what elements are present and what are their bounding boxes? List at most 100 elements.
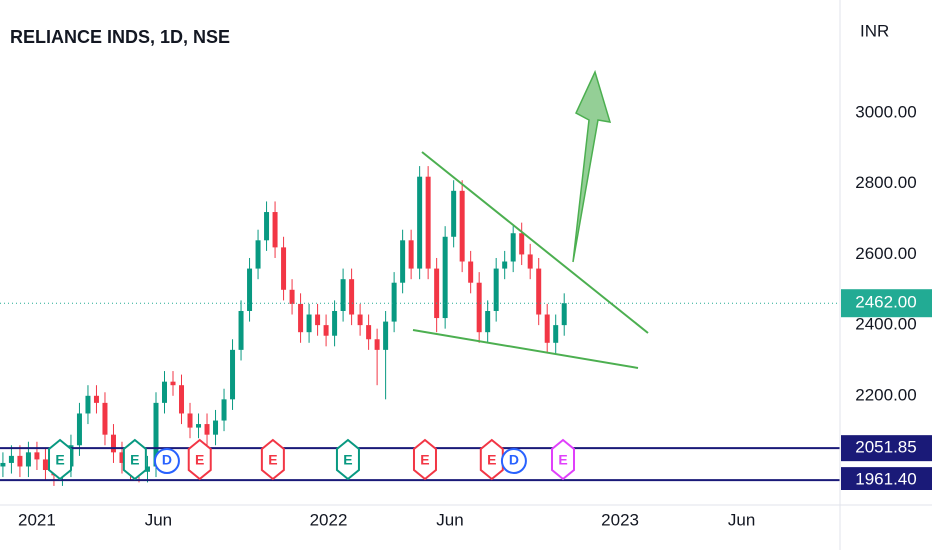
x-tick-label: 2022 bbox=[310, 510, 348, 529]
candle-body bbox=[25, 452, 31, 467]
candle-body bbox=[349, 279, 355, 315]
candle-body bbox=[451, 190, 457, 237]
candle-body bbox=[238, 310, 244, 350]
candle-body bbox=[340, 279, 346, 311]
price-tag bbox=[841, 467, 932, 490]
candle-body bbox=[374, 339, 380, 350]
candle-body bbox=[85, 395, 91, 414]
candle-body bbox=[459, 190, 465, 262]
x-tick-label: Jun bbox=[728, 510, 755, 529]
candle-body bbox=[442, 236, 448, 319]
candle-body bbox=[179, 385, 185, 414]
candle-body bbox=[0, 462, 6, 467]
candle-body bbox=[544, 314, 550, 343]
currency: INR bbox=[860, 21, 889, 40]
candle-body bbox=[383, 321, 389, 350]
candle-body bbox=[247, 268, 253, 311]
event-marker bbox=[187, 438, 212, 481]
event-marker bbox=[479, 438, 504, 481]
event-marker bbox=[550, 438, 575, 481]
candle-body bbox=[76, 413, 82, 446]
candle-body bbox=[323, 325, 329, 336]
candle-body bbox=[536, 268, 542, 315]
event-marker bbox=[335, 438, 360, 481]
candle-body bbox=[264, 212, 270, 241]
candle-body bbox=[34, 452, 40, 460]
candle-body bbox=[357, 314, 363, 326]
candle-body bbox=[230, 349, 236, 400]
candle-body bbox=[255, 240, 261, 269]
candle-body bbox=[425, 176, 431, 269]
candle-body bbox=[400, 240, 406, 283]
event-label: D bbox=[509, 452, 519, 468]
price-tag bbox=[841, 435, 932, 462]
candle-body bbox=[519, 233, 525, 255]
candle-body bbox=[8, 455, 14, 463]
candle-body bbox=[561, 303, 567, 326]
y-tick-label: 3000.00 bbox=[855, 103, 916, 122]
x-tick-label: Jun bbox=[436, 510, 463, 529]
event-label: E bbox=[195, 452, 204, 468]
y-tick-label: 2200.00 bbox=[855, 385, 916, 404]
chart-title: RELIANCE INDS, 1D, NSE bbox=[10, 27, 230, 47]
event-label: E bbox=[55, 452, 64, 468]
candle-body bbox=[408, 240, 414, 269]
y-tick-label: 2600.00 bbox=[855, 244, 916, 263]
candle-body bbox=[527, 254, 533, 269]
candle-body bbox=[281, 247, 287, 290]
x-tick-label: 2023 bbox=[601, 510, 639, 529]
candle-body bbox=[502, 261, 508, 269]
event-label: E bbox=[558, 452, 567, 468]
candle-body bbox=[476, 282, 482, 333]
candle-body bbox=[144, 466, 150, 472]
candle-body bbox=[468, 261, 474, 283]
event-marker bbox=[260, 438, 285, 481]
candle-body bbox=[196, 424, 202, 428]
arrow bbox=[572, 69, 612, 263]
candle-body bbox=[204, 424, 210, 435]
candle-body bbox=[93, 395, 99, 403]
event-marker bbox=[412, 438, 437, 481]
candle-body bbox=[170, 381, 176, 386]
candle-body bbox=[110, 434, 116, 453]
event-marker bbox=[153, 448, 180, 474]
candle-body bbox=[153, 402, 159, 467]
candle-body bbox=[187, 413, 193, 428]
price-tag-label: 2051.85 bbox=[855, 438, 916, 457]
candle-body bbox=[553, 325, 559, 343]
candle-body bbox=[391, 282, 397, 322]
candle-body bbox=[289, 289, 295, 304]
event-marker bbox=[48, 438, 73, 481]
event-label: E bbox=[420, 452, 429, 468]
candle-body bbox=[42, 459, 48, 471]
candle-body bbox=[366, 325, 372, 340]
x-tick-label: Jun bbox=[145, 510, 172, 529]
event-label: D bbox=[162, 452, 172, 468]
candle-body bbox=[485, 310, 491, 333]
candle-body bbox=[493, 268, 499, 311]
event-label: E bbox=[268, 452, 277, 468]
last-price-tag bbox=[841, 289, 932, 318]
price-tag-label: 1961.40 bbox=[855, 470, 916, 489]
candle-body bbox=[510, 233, 516, 262]
price-axis: 2200.00 2400.00 2600.00 2800.00 3000.00 2051.… bbox=[841, 103, 932, 490]
candle-body bbox=[162, 381, 168, 403]
candle-body bbox=[306, 314, 312, 333]
trend-line bbox=[421, 151, 649, 334]
candle-body bbox=[417, 176, 423, 269]
event-label: E bbox=[343, 452, 352, 468]
candle-body bbox=[332, 310, 338, 336]
y-tick-label: 2800.00 bbox=[855, 173, 916, 192]
event-label: E bbox=[130, 452, 139, 468]
candle-body bbox=[434, 268, 440, 319]
event-marker bbox=[500, 448, 527, 474]
trend-line bbox=[412, 329, 639, 369]
y-tick-label: 2400.00 bbox=[855, 315, 916, 334]
candle-body bbox=[17, 455, 23, 467]
last-price-label: 2462.00 bbox=[855, 293, 916, 312]
event-marker bbox=[122, 438, 147, 481]
event-label: E bbox=[487, 452, 496, 468]
candle-body bbox=[119, 452, 125, 463]
